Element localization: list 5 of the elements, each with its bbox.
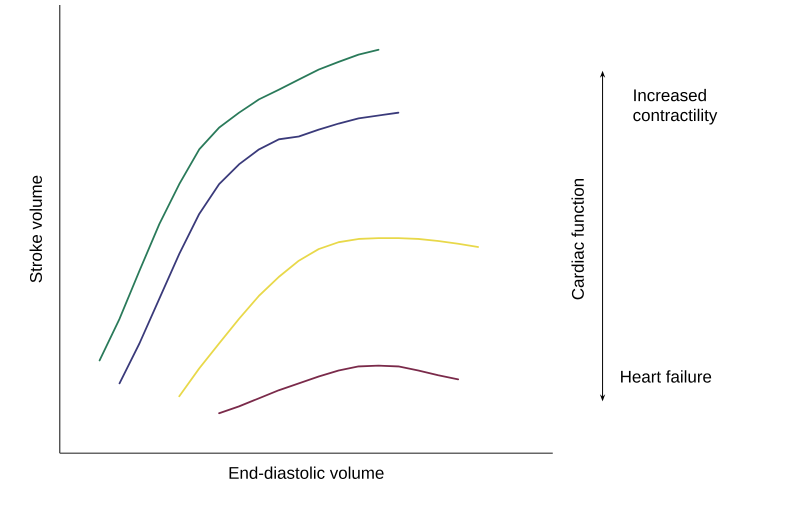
text: Increased contractility: [633, 88, 718, 125]
y-axis-title: Stroke volume: [30, 176, 42, 282]
x-axis-title: End-diastolic volume: [230, 466, 384, 479]
text: Cardiac function: [571, 179, 584, 300]
text: Heart failure: [621, 370, 712, 383]
